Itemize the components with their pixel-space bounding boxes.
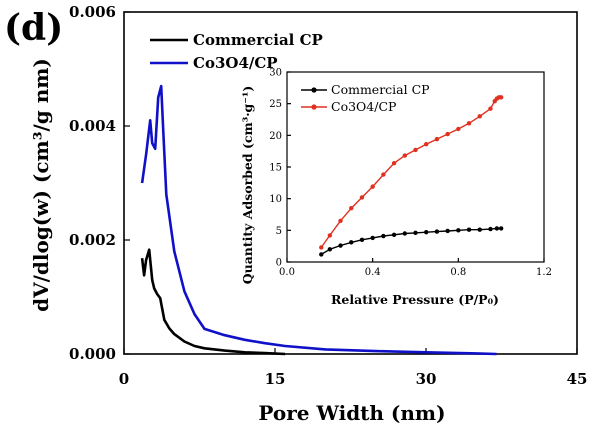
main-chart: 0 15 30 45 0.000 0.002 0.004 0.006 Pore Width … bbox=[29, 3, 587, 425]
inset-y-tick-label: 5 bbox=[276, 226, 282, 237]
main-series-lines bbox=[140, 84, 497, 356]
inset-x-ticks: 0.0 0.4 0.8 1.2 bbox=[279, 258, 552, 278]
main-y-tick-label: 0.004 bbox=[69, 117, 116, 135]
main-x-tick-label: 45 bbox=[567, 370, 588, 388]
inset-data-point-commercial-cp bbox=[413, 230, 418, 236]
main-y-tick-label: 0.002 bbox=[69, 231, 116, 249]
inset-data-point-commercial-cp bbox=[456, 228, 461, 233]
inset-chart: 0.0 0.4 0.8 1.2 0 5 10 15 20 25 30 Relative Press… bbox=[240, 68, 552, 308]
inset-x-tick-label: 1.2 bbox=[536, 267, 552, 278]
inset-x-tick-label: 0.0 bbox=[279, 267, 295, 278]
inset-data-point-co3o4-cp bbox=[327, 233, 333, 238]
inset-data-point-co3o4-cp bbox=[488, 106, 493, 111]
inset-y-tick-label: 0 bbox=[276, 258, 282, 269]
inset-data-point-co3o4-cp bbox=[338, 218, 343, 224]
inset-x-tick-label: 0.4 bbox=[365, 267, 381, 278]
inset-data-point-co3o4-cp bbox=[498, 95, 504, 100]
inset-data-point-co3o4-cp bbox=[359, 195, 365, 200]
inset-data-point-commercial-cp bbox=[424, 230, 429, 235]
inset-data-point-commercial-cp bbox=[319, 252, 324, 257]
inset-x-axis-label: Relative Pressure (P/P₀) bbox=[331, 292, 499, 307]
inset-data-point-co3o4-cp bbox=[402, 153, 407, 158]
inset-data-point-co3o4-cp bbox=[391, 161, 397, 166]
inset-legend-marker-commercial bbox=[311, 87, 317, 93]
main-legend: Commercial CP Co3O4/CP bbox=[150, 31, 323, 72]
inset-legend-label-co3o4: Co3O4/CP bbox=[331, 99, 396, 114]
inset-legend-marker-co3o4 bbox=[311, 104, 317, 110]
inset-data-point-co3o4-cp bbox=[319, 245, 324, 250]
inset-data-point-commercial-cp bbox=[327, 247, 333, 252]
inset-data-point-commercial-cp bbox=[494, 226, 500, 231]
inset-data-point-commercial-cp bbox=[488, 226, 493, 232]
inset-data-point-co3o4-cp bbox=[370, 184, 375, 189]
main-x-axis-label: Pore Width (nm) bbox=[258, 401, 445, 425]
inset-data-point-co3o4-cp bbox=[424, 142, 429, 147]
inset-data-point-commercial-cp bbox=[466, 227, 472, 232]
inset-y-tick-label: 25 bbox=[269, 99, 282, 110]
inset-data-point-commercial-cp bbox=[370, 235, 375, 241]
inset-y-tick-label: 30 bbox=[269, 68, 282, 79]
main-x-ticks: 0 15 30 45 bbox=[119, 348, 588, 388]
main-legend-label-commercial: Commercial CP bbox=[193, 31, 323, 49]
inset-data-point-commercial-cp bbox=[498, 226, 504, 231]
main-y-tick-label: 0.000 bbox=[69, 345, 116, 363]
inset-data-point-commercial-cp bbox=[402, 231, 407, 236]
main-y-tick-label: 0.006 bbox=[69, 3, 116, 21]
inset-data-point-commercial-cp bbox=[338, 243, 343, 248]
inset-data-point-commercial-cp bbox=[477, 227, 482, 232]
inset-data-point-commercial-cp bbox=[434, 229, 440, 234]
inset-data-point-commercial-cp bbox=[381, 233, 386, 239]
inset-series-lines bbox=[319, 95, 504, 257]
inset-data-point-commercial-cp bbox=[349, 240, 354, 245]
inset-data-point-commercial-cp bbox=[359, 237, 365, 243]
inset-y-tick-label: 10 bbox=[269, 194, 282, 205]
inset-y-tick-label: 20 bbox=[269, 131, 282, 142]
inset-y-axis-label: Quantity Adsorbed (cm³·g⁻¹) bbox=[240, 86, 255, 285]
inset-data-point-co3o4-cp bbox=[349, 205, 354, 211]
inset-data-point-co3o4-cp bbox=[477, 114, 482, 119]
main-y-ticks: 0.000 0.002 0.004 0.006 bbox=[69, 3, 130, 363]
inset-data-point-commercial-cp bbox=[445, 228, 450, 234]
inset-legend-label-commercial: Commercial CP bbox=[331, 82, 430, 97]
main-x-tick-label: 30 bbox=[416, 370, 437, 388]
main-x-tick-label: 15 bbox=[265, 370, 286, 388]
main-x-tick-label: 0 bbox=[119, 370, 129, 388]
inset-data-point-commercial-cp bbox=[391, 232, 397, 237]
inset-legend: Commercial CP Co3O4/CP bbox=[301, 82, 430, 114]
inset-y-ticks: 0 5 10 15 20 25 30 bbox=[269, 68, 291, 269]
main-series-line-commercial-cp bbox=[140, 248, 286, 356]
inset-data-point-co3o4-cp bbox=[445, 131, 450, 137]
main-y-axis-label: dV/dlog(w) (cm³/g nm) bbox=[29, 58, 53, 312]
inset-data-point-co3o4-cp bbox=[456, 126, 461, 132]
panel-label: (d) bbox=[4, 7, 63, 49]
main-legend-label-co3o4: Co3O4/CP bbox=[193, 54, 278, 72]
inset-data-point-co3o4-cp bbox=[434, 136, 440, 142]
main-series-line-co3o4-cp bbox=[140, 84, 497, 356]
main-plot-frame bbox=[123, 11, 578, 355]
inset-x-tick-label: 0.8 bbox=[450, 267, 466, 278]
inset-data-point-co3o4-cp bbox=[413, 147, 418, 153]
inset-y-tick-label: 15 bbox=[269, 163, 282, 174]
inset-data-point-co3o4-cp bbox=[466, 121, 472, 126]
inset-data-point-co3o4-cp bbox=[381, 172, 386, 177]
